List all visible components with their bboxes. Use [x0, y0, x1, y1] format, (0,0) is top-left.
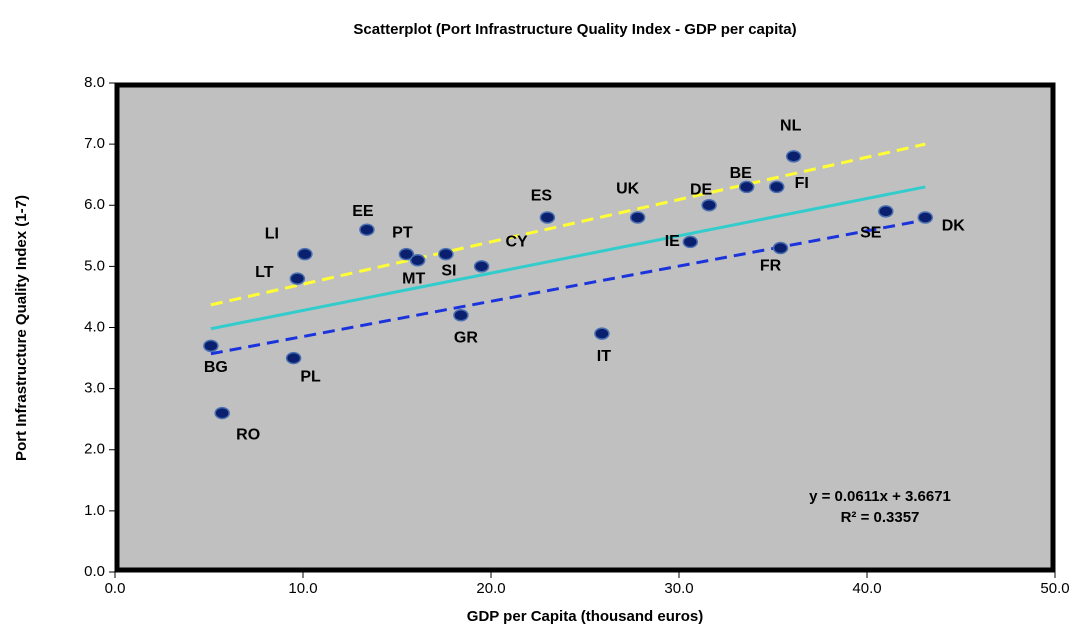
point-label: SI [441, 262, 456, 279]
point-label: ES [531, 188, 553, 205]
point-label: DK [942, 218, 966, 235]
point-label: PL [300, 368, 321, 385]
point-label: PT [392, 224, 413, 241]
y-tick-label: 6.0 [84, 196, 105, 213]
point-label: GR [454, 329, 478, 346]
point [878, 205, 894, 218]
trend-line [210, 142, 926, 307]
point [738, 180, 755, 194]
point-label: LI [265, 225, 279, 242]
point-label: RO [236, 426, 260, 443]
point-label: SE [860, 225, 882, 242]
point [203, 339, 219, 353]
point [289, 272, 306, 285]
point-label: DE [690, 181, 713, 198]
point-label: LT [255, 264, 274, 281]
point-label: BG [204, 359, 228, 376]
y-tick-label: 1.0 [84, 502, 105, 519]
x-tick-label: 30.0 [664, 580, 693, 597]
y-tick-label: 7.0 [84, 135, 105, 152]
point [629, 211, 646, 224]
point [769, 180, 785, 194]
y-tick-label: 5.0 [84, 257, 105, 274]
x-axis-label: GDP per Capita (thousand euros) [467, 608, 703, 625]
y-tick-label: 8.0 [84, 74, 105, 91]
y-tick-label: 2.0 [84, 441, 105, 458]
point [917, 211, 934, 224]
r-squared: R² = 0.3357 [841, 509, 920, 526]
y-tick-label: 4.0 [84, 318, 105, 335]
x-tick-label: 0.0 [105, 580, 126, 597]
point-label: FR [760, 257, 782, 274]
point-label: IE [665, 233, 680, 250]
point [438, 247, 454, 261]
point-label: BE [730, 165, 753, 182]
point [285, 351, 302, 365]
y-axis-label: Port Infrastructure Quality Index (1-7) [13, 195, 30, 461]
point [682, 235, 699, 249]
point [473, 260, 490, 273]
point [409, 254, 426, 267]
point-label: UK [616, 181, 640, 198]
equation: y = 0.0611x + 3.6671 [809, 488, 951, 505]
point [701, 199, 717, 212]
point [785, 150, 802, 163]
point [398, 247, 415, 261]
point [772, 241, 789, 255]
point [594, 327, 610, 340]
point [297, 247, 313, 261]
point [359, 223, 375, 236]
point [453, 309, 469, 322]
point-label: FI [795, 175, 809, 192]
x-tick-label: 20.0 [476, 580, 505, 597]
point-label: EE [352, 203, 374, 220]
x-tick-label: 40.0 [852, 580, 881, 597]
point-label: NL [780, 118, 802, 135]
point [539, 211, 556, 224]
point [214, 406, 230, 420]
y-tick-label: 0.0 [84, 563, 105, 580]
point-label: IT [597, 348, 611, 365]
plot-area [114, 82, 1056, 573]
y-tick-label: 3.0 [84, 380, 105, 397]
trend-line [210, 185, 926, 331]
point-label: CY [505, 234, 528, 251]
trend-line [210, 218, 926, 356]
x-tick-label: 50.0 [1040, 580, 1069, 597]
x-tick-label: 10.0 [288, 580, 317, 597]
chart-title: Scatterplot (Port Infrastructure Quality… [353, 21, 796, 38]
point-label: MT [402, 270, 425, 287]
